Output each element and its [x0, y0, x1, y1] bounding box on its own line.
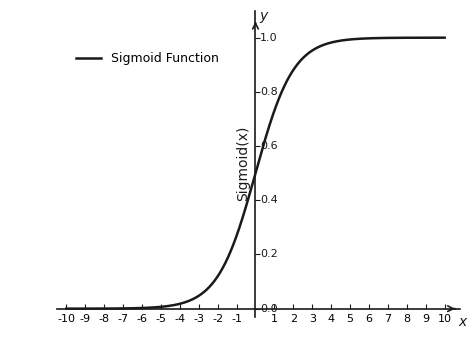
Sigmoid Function	[358, 37, 364, 41]
Text: 0.0: 0.0	[260, 304, 278, 314]
Sigmoid Function	[365, 36, 371, 40]
Text: 0.4: 0.4	[260, 195, 278, 205]
Y-axis label: Sigmoid(x): Sigmoid(x)	[236, 126, 250, 201]
Sigmoid Function	[102, 307, 108, 311]
Text: 0.8: 0.8	[260, 87, 278, 97]
Legend: Sigmoid Function: Sigmoid Function	[71, 48, 224, 70]
Text: x: x	[459, 315, 467, 329]
Text: 0.2: 0.2	[260, 250, 278, 259]
Sigmoid Function	[442, 36, 447, 40]
Sigmoid Function	[230, 243, 236, 247]
Sigmoid Function	[217, 272, 222, 276]
Line: Sigmoid Function: Sigmoid Function	[66, 38, 445, 309]
Text: y: y	[259, 9, 267, 23]
Sigmoid Function	[323, 42, 329, 46]
Text: 0.6: 0.6	[260, 141, 278, 151]
Sigmoid Function	[64, 307, 69, 311]
Text: 1.0: 1.0	[260, 33, 278, 43]
